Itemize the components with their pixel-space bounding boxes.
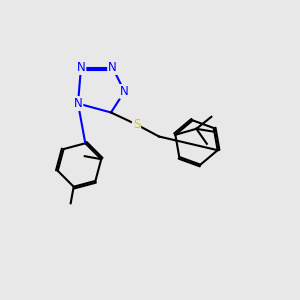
Text: N: N: [76, 61, 85, 74]
Text: N: N: [74, 97, 82, 110]
Text: N: N: [120, 85, 129, 98]
Text: S: S: [133, 118, 140, 131]
Text: N: N: [108, 61, 117, 74]
